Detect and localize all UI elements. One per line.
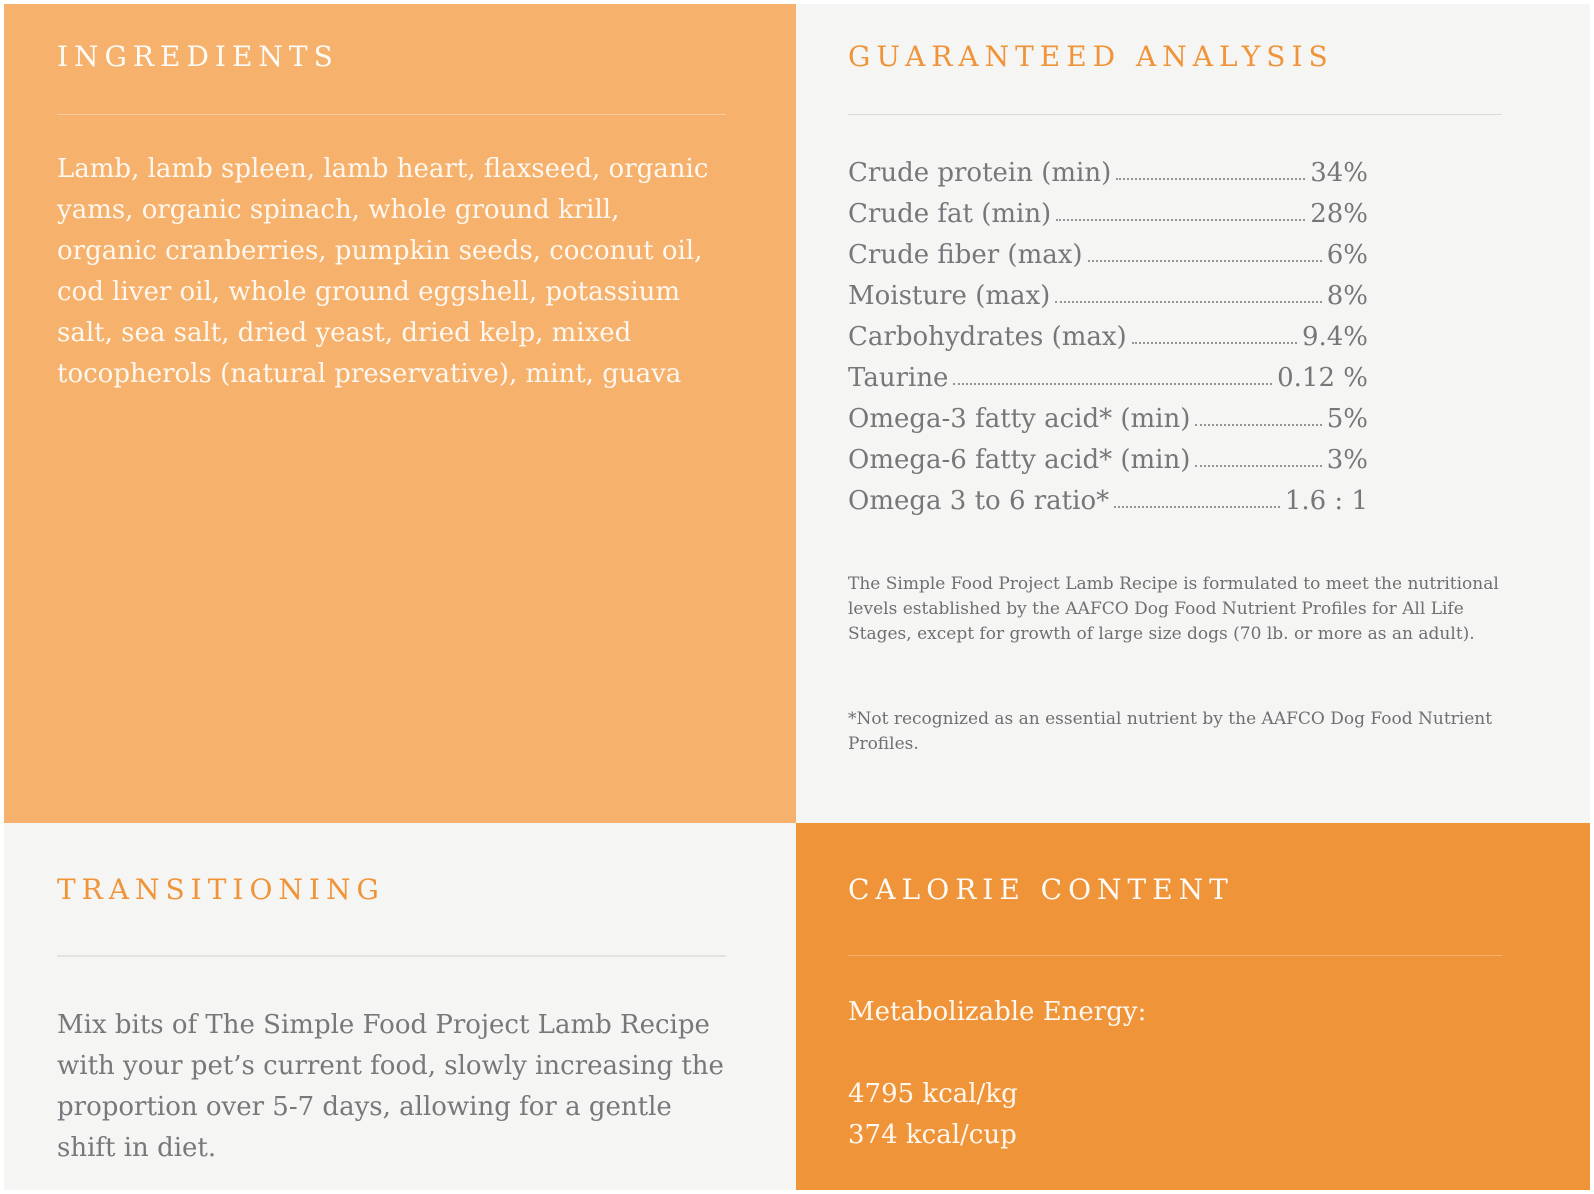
- analysis-value: 1.6 : 1: [1284, 485, 1368, 516]
- analysis-label: Omega 3 to 6 ratio*: [848, 485, 1110, 516]
- transitioning-text: Mix bits of The Simple Food Project Lamb…: [57, 1009, 724, 1163]
- analysis-value: 0.12 %: [1277, 362, 1368, 393]
- calorie-values: 4795 kcal/kg 374 kcal/cup: [848, 1074, 1502, 1156]
- analysis-label: Omega-6 fatty acid* (min): [848, 444, 1191, 475]
- dot-leader: [1195, 464, 1322, 467]
- analysis-value: 9.4%: [1301, 321, 1368, 352]
- ingredients-text: Lamb, lamb spleen, lamb heart, flaxseed,…: [57, 153, 709, 389]
- panel-ingredients: INGREDIENTS Lamb, lamb spleen, lamb hear…: [4, 4, 796, 823]
- dot-leader: [1114, 505, 1280, 508]
- analysis-value: 3%: [1326, 444, 1368, 475]
- aafco-footnote: *Not recognized as an essential nutrient…: [848, 708, 1493, 754]
- analysis-row: Moisture (max) 8%: [848, 270, 1368, 311]
- analysis-label: Moisture (max): [848, 280, 1051, 311]
- panel-transitioning: TRANSITIONING Mix bits of The Simple Foo…: [4, 823, 796, 1190]
- transitioning-divider: [57, 954, 726, 957]
- analysis-label: Taurine: [848, 362, 949, 393]
- guaranteed-analysis-title: GUARANTEED ANALYSIS: [848, 40, 1334, 73]
- calorie-content-divider: [848, 954, 1502, 956]
- analysis-value: 28%: [1310, 198, 1368, 229]
- panel-calorie-content: CALORIE CONTENT Metabolizable Energy: 47…: [796, 823, 1590, 1190]
- analysis-value: 5%: [1326, 403, 1368, 434]
- dot-leader: [1116, 177, 1306, 180]
- dot-leader: [1056, 218, 1306, 221]
- analysis-row: Crude fat (min) 28%: [848, 188, 1368, 229]
- transitioning-title: TRANSITIONING: [57, 873, 385, 906]
- panel-guaranteed-analysis: GUARANTEED ANALYSIS Crude protein (min) …: [796, 4, 1590, 823]
- analysis-label: Crude fat (min): [848, 198, 1052, 229]
- kcal-per-kg: 4795 kcal/kg: [848, 1078, 1018, 1109]
- analysis-value: 8%: [1326, 280, 1368, 311]
- label-grid: INGREDIENTS Lamb, lamb spleen, lamb hear…: [4, 4, 1590, 1190]
- metabolizable-energy-label: Metabolizable Energy:: [848, 996, 1147, 1027]
- kcal-per-cup: 374 kcal/cup: [848, 1119, 1017, 1150]
- analysis-row: Crude protein (min) 34%: [848, 147, 1368, 188]
- dot-leader: [1195, 423, 1322, 426]
- analysis-row: Taurine 0.12 %: [848, 352, 1368, 393]
- ingredients-title: INGREDIENTS: [57, 40, 339, 73]
- ingredients-divider: [57, 113, 726, 115]
- dot-leader: [1087, 259, 1322, 262]
- dot-leader: [953, 382, 1273, 385]
- analysis-value: 6%: [1326, 239, 1368, 270]
- analysis-row: Omega 3 to 6 ratio* 1.6 : 1: [848, 475, 1368, 516]
- analysis-row: Omega-6 fatty acid* (min) 3%: [848, 434, 1368, 475]
- calorie-content-title: CALORIE CONTENT: [848, 873, 1234, 906]
- analysis-row: Omega-3 fatty acid* (min) 5%: [848, 393, 1368, 434]
- analysis-value: 34%: [1310, 157, 1368, 188]
- analysis-label: Crude fiber (max): [848, 239, 1083, 270]
- dot-leader: [1131, 341, 1297, 344]
- analysis-table: Crude protein (min) 34% Crude fat (min) …: [848, 147, 1368, 516]
- analysis-row: Carbohydrates (max) 9.4%: [848, 311, 1368, 352]
- analysis-label: Omega-3 fatty acid* (min): [848, 403, 1191, 434]
- guaranteed-analysis-divider: [848, 113, 1502, 115]
- aafco-note: The Simple Food Project Lamb Recipe is f…: [848, 573, 1499, 644]
- analysis-label: Carbohydrates (max): [848, 321, 1127, 352]
- dot-leader: [1055, 300, 1322, 303]
- analysis-label: Crude protein (min): [848, 157, 1112, 188]
- analysis-row: Crude fiber (max) 6%: [848, 229, 1368, 270]
